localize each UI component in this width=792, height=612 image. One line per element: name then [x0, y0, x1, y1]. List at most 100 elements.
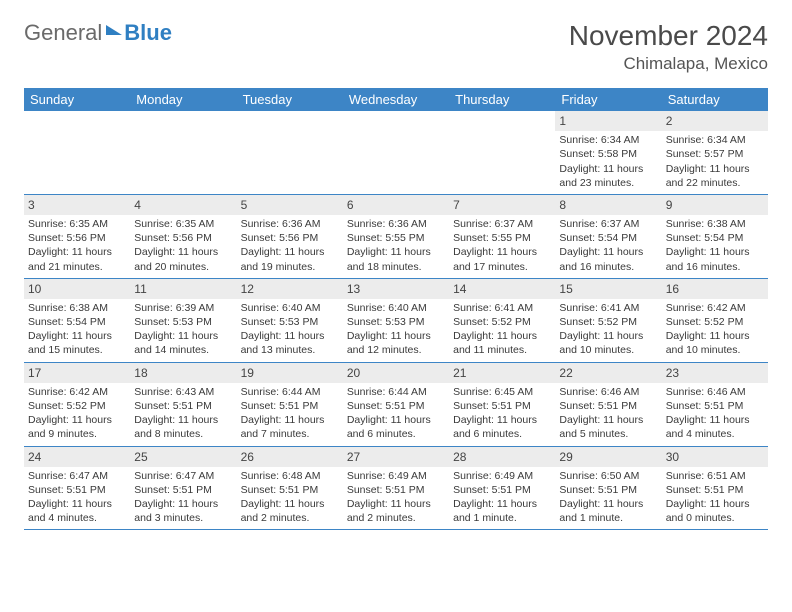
sunrise-text: Sunrise: 6:44 AM [241, 385, 339, 399]
daylight-text: Daylight: 11 hours and 16 minutes. [559, 245, 657, 273]
daylight-text: Daylight: 11 hours and 16 minutes. [666, 245, 764, 273]
sunset-text: Sunset: 5:56 PM [241, 231, 339, 245]
logo-triangle-icon [106, 25, 122, 35]
calendar-day-cell: 13 Sunrise: 6:40 AMSunset: 5:53 PMDayligh… [343, 278, 449, 362]
day-number: 4 [130, 195, 236, 215]
daylight-text: Daylight: 11 hours and 4 minutes. [28, 497, 126, 525]
logo-text-blue: Blue [124, 20, 172, 46]
day-number: 28 [449, 447, 555, 467]
day-details: Sunrise: 6:38 AMSunset: 5:54 PMDaylight:… [666, 217, 764, 274]
sunset-text: Sunset: 5:54 PM [666, 231, 764, 245]
weekday-header: Sunday [24, 88, 130, 111]
day-number: 26 [237, 447, 343, 467]
sunrise-text: Sunrise: 6:37 AM [559, 217, 657, 231]
day-number: 6 [343, 195, 449, 215]
sunrise-text: Sunrise: 6:46 AM [559, 385, 657, 399]
month-title: November 2024 [569, 20, 768, 52]
day-number: 18 [130, 363, 236, 383]
day-details: Sunrise: 6:34 AMSunset: 5:58 PMDaylight:… [559, 133, 657, 190]
sunrise-text: Sunrise: 6:36 AM [241, 217, 339, 231]
daylight-text: Daylight: 11 hours and 4 minutes. [666, 413, 764, 441]
sunset-text: Sunset: 5:55 PM [453, 231, 551, 245]
day-details: Sunrise: 6:49 AMSunset: 5:51 PMDaylight:… [453, 469, 551, 526]
daylight-text: Daylight: 11 hours and 12 minutes. [347, 329, 445, 357]
sunrise-text: Sunrise: 6:41 AM [559, 301, 657, 315]
day-number: 25 [130, 447, 236, 467]
day-details: Sunrise: 6:47 AMSunset: 5:51 PMDaylight:… [28, 469, 126, 526]
day-number: 13 [343, 279, 449, 299]
sunrise-text: Sunrise: 6:42 AM [28, 385, 126, 399]
sunrise-text: Sunrise: 6:34 AM [666, 133, 764, 147]
calendar-week-row: .....1Sunrise: 6:34 AMSunset: 5:58 PMDay… [24, 111, 768, 194]
daylight-text: Daylight: 11 hours and 6 minutes. [347, 413, 445, 441]
sunrise-text: Sunrise: 6:47 AM [28, 469, 126, 483]
sunrise-text: Sunrise: 6:47 AM [134, 469, 232, 483]
calendar-day-cell: 27Sunrise: 6:49 AMSunset: 5:51 PMDayligh… [343, 446, 449, 530]
day-number: 14 [449, 279, 555, 299]
daylight-text: Daylight: 11 hours and 13 minutes. [241, 329, 339, 357]
sunset-text: Sunset: 5:51 PM [241, 399, 339, 413]
sunrise-text: Sunrise: 6:35 AM [28, 217, 126, 231]
day-details: Sunrise: 6:36 AMSunset: 5:55 PMDaylight:… [347, 217, 445, 274]
sunrise-text: Sunrise: 6:35 AM [134, 217, 232, 231]
daylight-text: Daylight: 11 hours and 21 minutes. [28, 245, 126, 273]
daylight-text: Daylight: 11 hours and 19 minutes. [241, 245, 339, 273]
calendar-day-cell: 18Sunrise: 6:43 AMSunset: 5:51 PMDayligh… [130, 362, 236, 446]
logo-text-general: General [24, 20, 102, 46]
day-details: Sunrise: 6:50 AMSunset: 5:51 PMDaylight:… [559, 469, 657, 526]
daylight-text: Daylight: 11 hours and 20 minutes. [134, 245, 232, 273]
sunrise-text: Sunrise: 6:46 AM [666, 385, 764, 399]
daylight-text: Daylight: 11 hours and 22 minutes. [666, 162, 764, 190]
sunset-text: Sunset: 5:57 PM [666, 147, 764, 161]
day-details: Sunrise: 6:35 AMSunset: 5:56 PMDaylight:… [134, 217, 232, 274]
calendar-day-cell: . [24, 111, 130, 194]
daylight-text: Daylight: 11 hours and 6 minutes. [453, 413, 551, 441]
calendar-day-cell: 8Sunrise: 6:37 AMSunset: 5:54 PMDaylight… [555, 194, 661, 278]
day-details: Sunrise: 6:42 AMSunset: 5:52 PMDaylight:… [28, 385, 126, 442]
sunrise-text: Sunrise: 6:38 AM [666, 217, 764, 231]
sunrise-text: Sunrise: 6:44 AM [347, 385, 445, 399]
sunrise-text: Sunrise: 6:40 AM [347, 301, 445, 315]
daylight-text: Daylight: 11 hours and 5 minutes. [559, 413, 657, 441]
calendar-week-row: 17Sunrise: 6:42 AMSunset: 5:52 PMDayligh… [24, 362, 768, 446]
sunset-text: Sunset: 5:53 PM [134, 315, 232, 329]
sunset-text: Sunset: 5:51 PM [666, 483, 764, 497]
day-number: 15 [555, 279, 661, 299]
day-details: Sunrise: 6:39 AMSunset: 5:53 PMDaylight:… [134, 301, 232, 358]
calendar-day-cell: 9Sunrise: 6:38 AMSunset: 5:54 PMDaylight… [662, 194, 768, 278]
day-details: Sunrise: 6:46 AMSunset: 5:51 PMDaylight:… [666, 385, 764, 442]
calendar-day-cell: . [130, 111, 236, 194]
sunrise-text: Sunrise: 6:38 AM [28, 301, 126, 315]
weekday-header: Friday [555, 88, 661, 111]
sunset-text: Sunset: 5:55 PM [347, 231, 445, 245]
day-number: 19 [237, 363, 343, 383]
sunrise-text: Sunrise: 6:50 AM [559, 469, 657, 483]
sunrise-text: Sunrise: 6:43 AM [134, 385, 232, 399]
daylight-text: Daylight: 11 hours and 7 minutes. [241, 413, 339, 441]
calendar-day-cell: 12 Sunrise: 6:40 AMSunset: 5:53 PMDayligh… [237, 278, 343, 362]
daylight-text: Daylight: 11 hours and 1 minute. [559, 497, 657, 525]
location-title: Chimalapa, Mexico [569, 54, 768, 74]
sunrise-text: Sunrise: 6:36 AM [347, 217, 445, 231]
weekday-header: Thursday [449, 88, 555, 111]
weekday-header-row: Sunday Monday Tuesday Wednesday Thursday… [24, 88, 768, 111]
daylight-text: Daylight: 11 hours and 10 minutes. [666, 329, 764, 357]
sunset-text: Sunset: 5:51 PM [559, 399, 657, 413]
daylight-text: Daylight: 11 hours and 18 minutes. [347, 245, 445, 273]
sunset-text: Sunset: 5:53 PM [241, 315, 339, 329]
sunrise-text: Sunrise: 6:40 AM [241, 301, 339, 315]
day-details: Sunrise: 6:47 AMSunset: 5:51 PMDaylight:… [134, 469, 232, 526]
calendar-day-cell: 22Sunrise: 6:46 AMSunset: 5:51 PMDayligh… [555, 362, 661, 446]
sunset-text: Sunset: 5:52 PM [28, 399, 126, 413]
sunrise-text: Sunrise: 6:48 AM [241, 469, 339, 483]
daylight-text: Daylight: 11 hours and 2 minutes. [347, 497, 445, 525]
sunset-text: Sunset: 5:52 PM [666, 315, 764, 329]
sunset-text: Sunset: 5:56 PM [134, 231, 232, 245]
sunset-text: Sunset: 5:53 PM [347, 315, 445, 329]
calendar-day-cell: 11Sunrise: 6:39 AMSunset: 5:53 PMDayligh… [130, 278, 236, 362]
daylight-text: Daylight: 11 hours and 9 minutes. [28, 413, 126, 441]
day-number: 10 [24, 279, 130, 299]
sunset-text: Sunset: 5:51 PM [134, 399, 232, 413]
day-number: 12 [237, 279, 343, 299]
day-number: 30 [662, 447, 768, 467]
